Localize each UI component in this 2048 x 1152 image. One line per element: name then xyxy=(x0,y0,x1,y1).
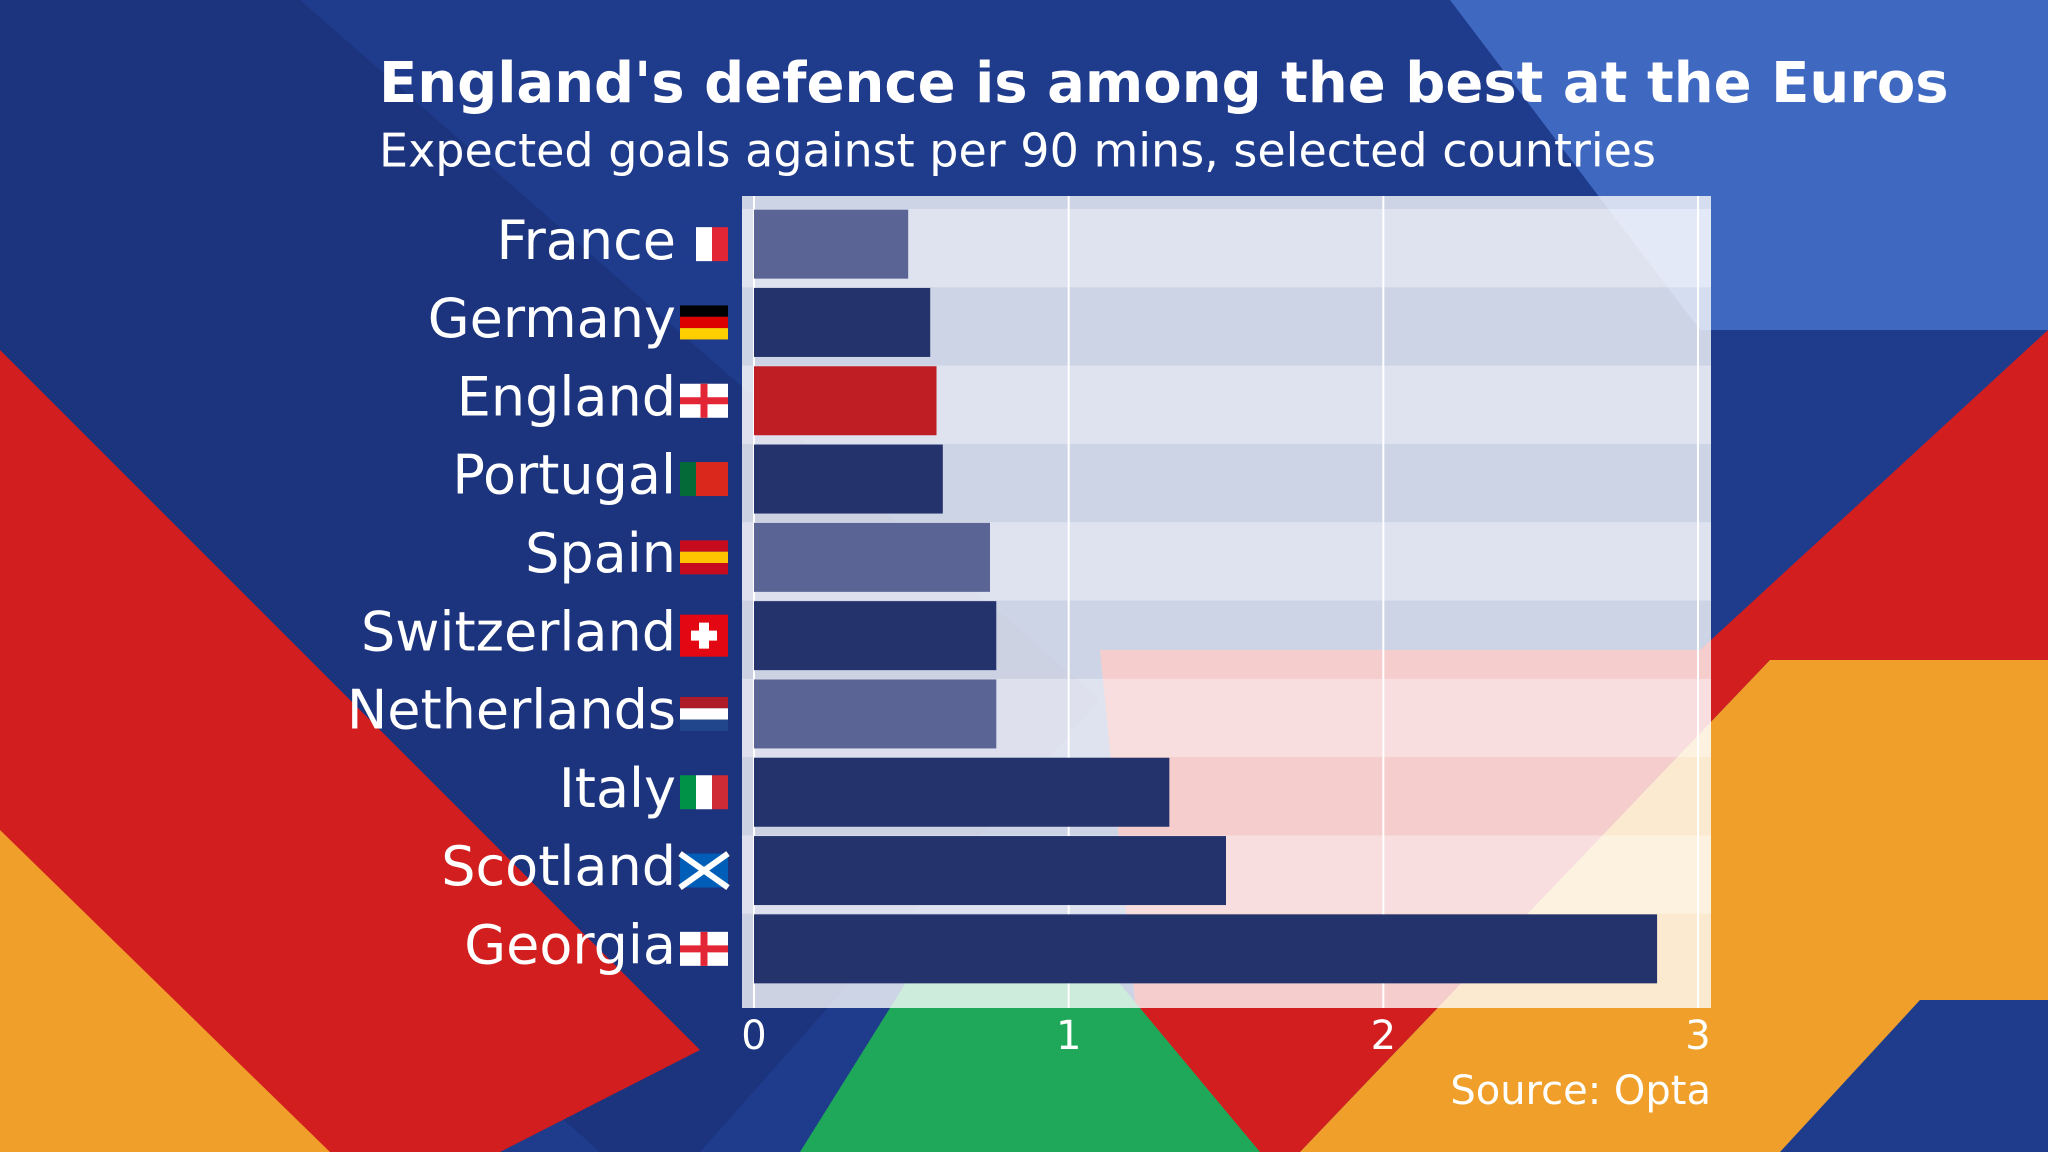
flag xyxy=(680,931,728,966)
y-tick-label: France xyxy=(496,209,676,272)
y-tick-label: Switzerland xyxy=(361,600,676,663)
flag xyxy=(680,316,728,329)
y-tick-label: Scotland xyxy=(441,835,676,898)
chart-title: England's defence is among the best at t… xyxy=(379,51,1949,116)
x-tick-label: 2 xyxy=(1371,1013,1396,1059)
flag xyxy=(696,775,712,810)
y-tick-label: Spain xyxy=(525,522,676,585)
chart-subtitle: Expected goals against per 90 mins, sele… xyxy=(379,124,1656,178)
x-tick-label: 1 xyxy=(1056,1013,1081,1059)
flag xyxy=(696,462,712,497)
y-tick-label: Portugal xyxy=(452,444,676,507)
flag xyxy=(680,227,696,262)
flag xyxy=(680,775,696,810)
flag xyxy=(680,708,728,720)
flag xyxy=(680,305,728,317)
flag xyxy=(680,540,728,552)
source: Source: Opta xyxy=(1450,1068,1711,1114)
flag xyxy=(696,227,712,262)
flag xyxy=(680,563,728,575)
bar xyxy=(754,836,1226,906)
y-tick-label: Georgia xyxy=(464,913,676,976)
bar xyxy=(754,757,1170,827)
flag xyxy=(691,622,717,649)
flag xyxy=(712,227,728,262)
flag xyxy=(680,328,728,340)
bar xyxy=(754,679,997,749)
flag xyxy=(680,383,728,418)
y-tick-label: Italy xyxy=(559,757,676,820)
flag xyxy=(680,551,728,564)
bar xyxy=(754,914,1658,984)
bar xyxy=(754,209,909,279)
flag xyxy=(712,462,728,497)
bar xyxy=(754,444,943,514)
flag xyxy=(680,719,728,731)
bar xyxy=(754,366,937,436)
x-tick-label: 3 xyxy=(1685,1013,1710,1059)
flag xyxy=(680,696,728,709)
flag xyxy=(678,851,730,890)
bar xyxy=(754,601,997,671)
bar xyxy=(754,287,931,357)
bar xyxy=(754,522,990,592)
flag xyxy=(680,462,696,497)
y-tick-label: Netherlands xyxy=(347,679,676,742)
y-tick-label: Germany xyxy=(428,287,676,350)
y-tick-label: England xyxy=(457,365,676,428)
x-tick-label: 0 xyxy=(741,1013,766,1059)
flag xyxy=(712,775,728,810)
